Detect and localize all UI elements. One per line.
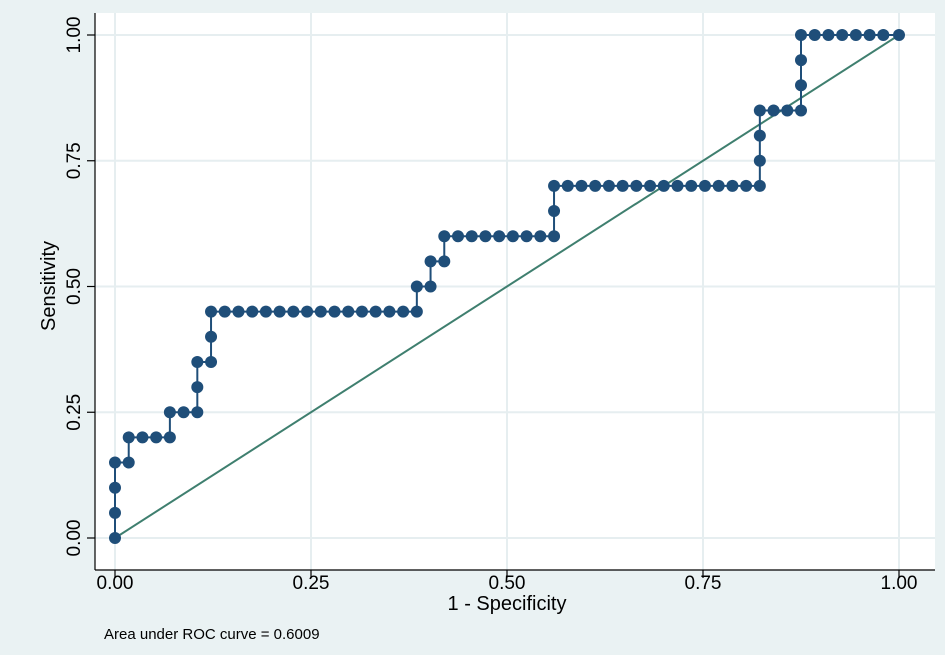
roc-point [109,481,121,494]
roc-point [424,255,437,268]
roc-point [218,305,231,318]
roc-point [493,230,506,243]
roc-point [767,104,780,117]
roc-point [150,431,163,444]
y-tick-label: 1.00 [64,17,85,54]
roc-point [781,104,794,117]
roc-point [740,179,753,192]
roc-point [424,280,437,293]
y-tick-label: 0.00 [64,520,85,557]
roc-point [685,179,698,192]
roc-point [109,532,121,544]
roc-point [644,179,657,192]
roc-point [163,406,176,419]
roc-point [795,29,807,41]
roc-point [795,54,807,67]
roc-point [328,305,341,318]
roc-point [712,179,725,192]
roc-point [122,431,135,444]
roc-point [136,431,149,444]
roc-point [383,305,396,318]
roc-point [657,179,670,192]
roc-point [534,230,547,243]
roc-point [246,305,259,318]
roc-point [753,179,766,192]
y-tick-label: 0.25 [64,394,85,431]
x-tick-label: 1.00 [881,573,918,594]
y-axis-title: Sensitivity [38,241,60,331]
roc-point [753,154,766,167]
roc-point [355,305,368,318]
roc-point [369,305,382,318]
roc-point [465,230,478,243]
roc-point [561,179,574,192]
roc-point [616,179,629,192]
roc-point [753,129,766,142]
axes: 0.00 0.25 0.50 0.75 1.00 0.00 0.25 0.50 0.75 1.00 [64,13,935,594]
roc-point [205,355,218,368]
roc-point [438,255,451,268]
roc-point [410,305,423,318]
roc-point [589,179,602,192]
roc-point [397,305,410,318]
plot-area [95,13,935,570]
x-tick-label: 0.50 [489,573,526,594]
roc-point [191,381,204,394]
roc-point [548,205,561,218]
roc-point [109,456,121,469]
roc-point [259,305,272,318]
roc-point [314,305,327,318]
reference-diagonal [114,34,900,539]
roc-point [836,29,849,41]
auc-note: Area under ROC curve = 0.6009 [104,626,320,643]
roc-point [808,29,821,41]
x-tick-label: 0.75 [685,573,722,594]
roc-point [177,406,190,419]
roc-point [795,79,807,92]
roc-point [410,280,423,293]
roc-point [753,104,766,117]
roc-point [506,230,519,243]
roc-point [698,179,711,192]
roc-point [548,230,561,243]
roc-point [342,305,355,318]
x-axis-title: 1 - Specificity [448,593,567,615]
y-tick-label: 0.75 [64,142,85,179]
roc-point [893,29,905,41]
roc-point [520,230,533,243]
y-tick-label: 0.50 [64,268,85,305]
x-tick-label: 0.00 [97,573,134,594]
reference-line [114,34,900,539]
roc-point [109,506,121,519]
roc-curve [109,29,905,544]
roc-point [122,456,135,469]
roc-point [287,305,300,318]
roc-point [548,179,561,192]
roc-point [191,355,204,368]
roc-point [863,29,876,41]
roc-point [479,230,492,243]
roc-point [452,230,464,243]
roc-point [273,305,286,318]
roc-point [438,230,451,243]
roc-point [726,179,739,192]
roc-point [671,179,684,192]
roc-point [602,179,615,192]
roc-point [849,29,862,41]
roc-point [877,29,890,41]
roc-point [575,179,588,192]
x-tick-label: 0.25 [293,573,330,594]
roc-point [822,29,835,41]
roc-point [205,305,218,318]
roc-point [795,104,807,117]
roc-point [163,431,176,444]
roc-point [630,179,643,192]
roc-point [205,330,218,343]
roc-point [191,406,204,419]
roc-point [232,305,245,318]
roc-point [301,305,314,318]
